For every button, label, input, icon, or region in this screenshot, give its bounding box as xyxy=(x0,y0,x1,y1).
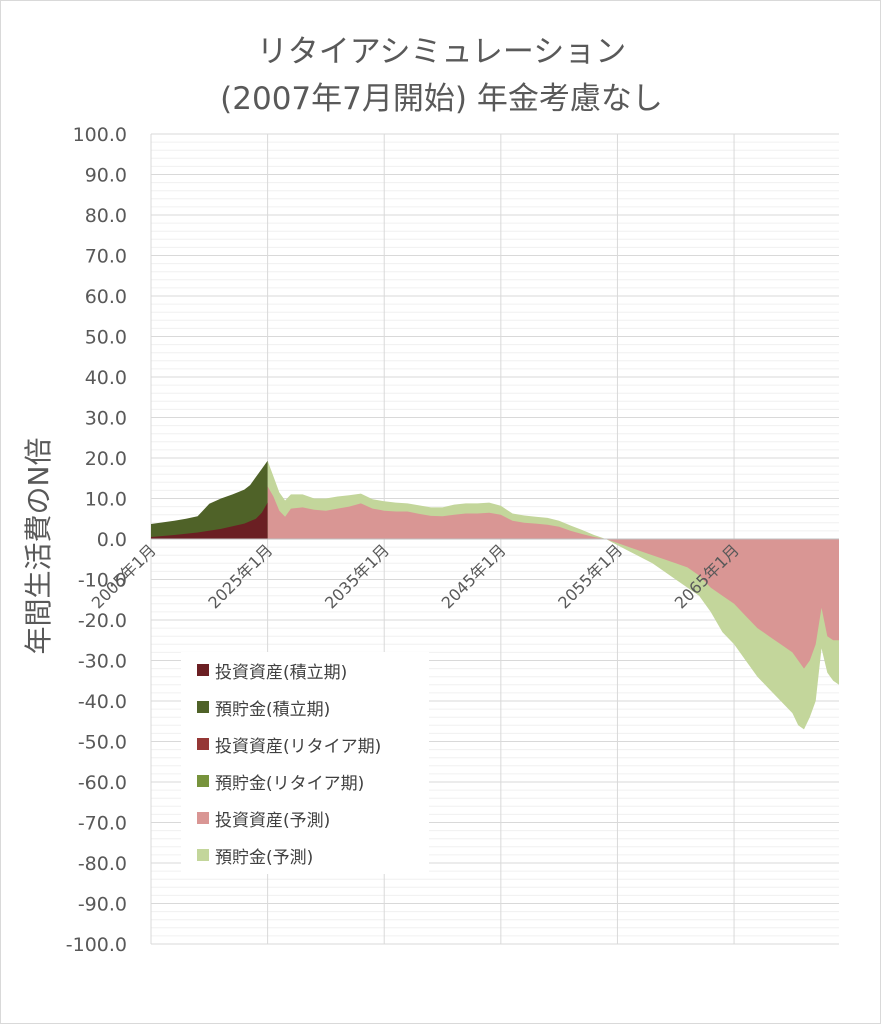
y-tick-label: -70.0 xyxy=(78,813,127,835)
y-tick-label: 50.0 xyxy=(85,327,127,349)
legend-swatch xyxy=(197,812,209,824)
y-tick-label: -100.0 xyxy=(66,934,127,956)
y-tick-label: 60.0 xyxy=(85,286,127,308)
y-tick-label: -20.0 xyxy=(78,610,127,632)
legend-label: 投資資産(リタイア期) xyxy=(215,736,382,757)
area-series-0 xyxy=(151,502,268,539)
y-tick-label: 70.0 xyxy=(85,246,127,268)
legend-swatch xyxy=(197,701,209,713)
legend-swatch xyxy=(197,775,209,787)
y-tick-label: 100.0 xyxy=(73,124,127,146)
area-series-1 xyxy=(151,460,268,539)
y-tick-label: -40.0 xyxy=(78,691,127,713)
y-tick-label: 40.0 xyxy=(85,367,127,389)
legend-label: 預貯金(予測) xyxy=(215,847,314,868)
legend-item: 投資資産(積立期) xyxy=(197,658,348,683)
y-tick-labels: 100.0 90.0 80.0 70.0 60.0 50.0 40.0 30.0 20.0 10.… xyxy=(66,124,127,956)
y-tick-label: -80.0 xyxy=(78,853,127,875)
legend-item: 預貯金(予測) xyxy=(197,843,314,868)
area-series-4 xyxy=(267,486,840,669)
area-series xyxy=(151,460,840,730)
legend-label: 預貯金(リタイア期) xyxy=(215,773,365,794)
y-tick-label: 20.0 xyxy=(85,448,127,470)
y-tick-label: 10.0 xyxy=(85,489,127,511)
y-tick-label: -30.0 xyxy=(78,651,127,673)
y-tick-label: 90.0 xyxy=(85,165,127,187)
legend-swatch xyxy=(197,738,209,750)
legend-item: 預貯金(積立期) xyxy=(197,695,331,720)
legend: 投資資産(積立期) 預貯金(積立期) 投資資産(リタイア期) 預貯金(リタイア期) 投資… xyxy=(181,652,429,874)
y-tick-label: -10.0 xyxy=(78,570,127,592)
legend-swatch xyxy=(197,664,209,676)
legend-label: 預貯金(積立期) xyxy=(215,699,331,720)
chart-subtitle: (2007年7月開始) 年金考慮なし xyxy=(220,81,663,117)
y-tick-label: -60.0 xyxy=(78,772,127,794)
y-tick-label: 80.0 xyxy=(85,205,127,227)
x-tick-label: 2025年1月 xyxy=(204,540,276,612)
x-tick-label: 2035年1月 xyxy=(321,540,393,612)
legend-item: 投資資産(予測) xyxy=(197,806,331,831)
legend-item: 投資資産(リタイア期) xyxy=(197,732,382,757)
x-tick-label: 2045年1月 xyxy=(438,540,510,612)
legend-label: 投資資産(積立期) xyxy=(215,662,348,683)
x-tick-label: 2055年1月 xyxy=(554,540,626,612)
y-tick-label: -50.0 xyxy=(78,732,127,754)
y-tick-label: -90.0 xyxy=(78,894,127,916)
y-tick-label: 30.0 xyxy=(85,408,127,430)
y-tick-label: 0.0 xyxy=(97,529,127,551)
legend-item: 預貯金(リタイア期) xyxy=(197,769,365,794)
legend-swatch xyxy=(197,849,209,861)
chart-title: リタイアシミュレーション xyxy=(256,34,627,70)
legend-label: 投資資産(予測) xyxy=(215,810,331,831)
